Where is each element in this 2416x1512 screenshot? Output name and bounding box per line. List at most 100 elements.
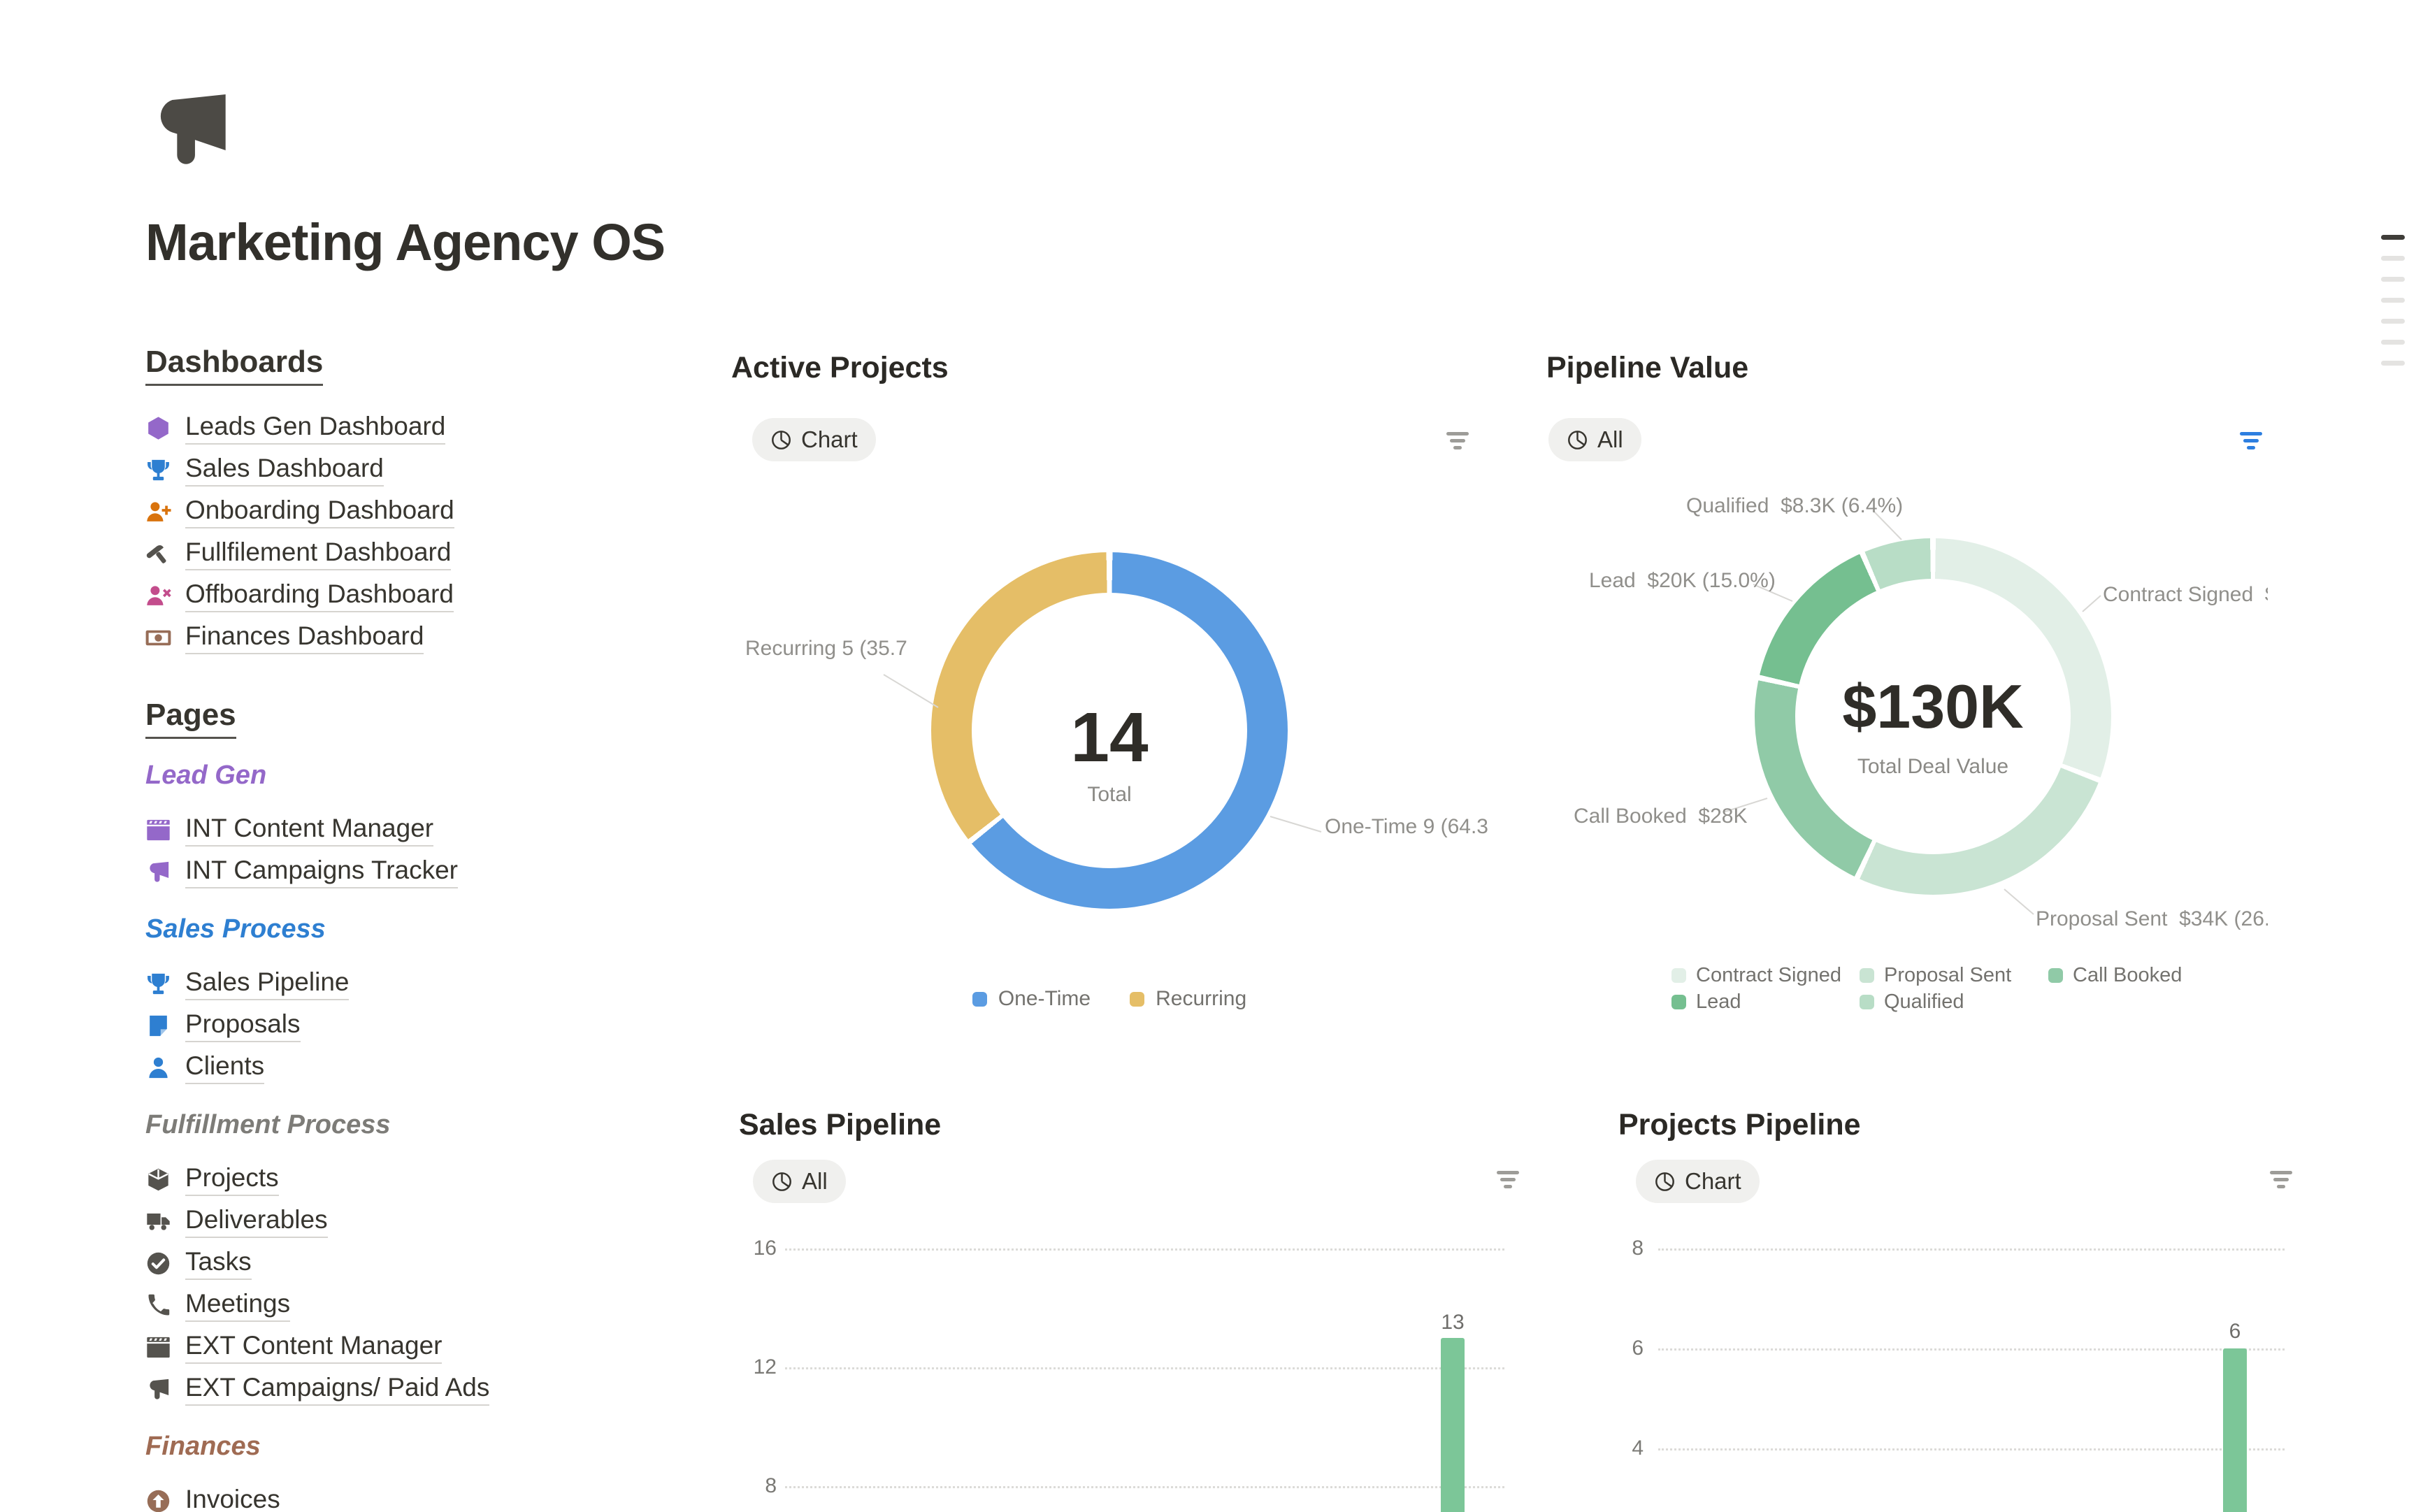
chart-title: Pipeline Value — [1546, 351, 1749, 384]
legend-swatch-contract-signed — [1671, 968, 1686, 983]
phone-icon — [145, 1293, 171, 1318]
sidebar-item-label: Deliverables — [185, 1204, 328, 1238]
chart-title: Projects Pipeline — [1618, 1108, 1861, 1142]
group-title-sales-process: Sales Process — [145, 914, 326, 944]
legend-swatch-one-time — [972, 991, 987, 1007]
donut-total-label: Total Deal Value — [1857, 755, 2009, 778]
sidebar-item-onboarding-dashboard[interactable]: Onboarding Dashboard — [145, 491, 705, 533]
sidebar-item-invoices[interactable]: Invoices — [145, 1480, 705, 1512]
clapperboard-icon — [145, 817, 171, 843]
donut-hole — [1795, 579, 2071, 854]
sidebar-item-finances-dashboard[interactable]: Finances Dashboard — [145, 617, 705, 658]
callout-recurring: Recurring 5 (35.7 — [745, 637, 907, 660]
pie-chart-icon — [1655, 1172, 1674, 1191]
filter-icon-active[interactable] — [2239, 432, 2263, 452]
filter-icon[interactable] — [1446, 432, 1469, 452]
pie-chart-icon — [1568, 430, 1587, 449]
pipeline-value-donut[interactable]: $130K Total Deal Value — [1755, 538, 2111, 895]
sidebar-item-sales-dashboard[interactable]: Sales Dashboard — [145, 449, 705, 491]
legend-item: One-Time — [972, 987, 1091, 1011]
sidebar-item-ext-campaigns-paid-ads[interactable]: EXT Campaigns/ Paid Ads — [145, 1368, 705, 1410]
dashboards-heading[interactable]: Dashboards — [145, 345, 324, 386]
sidebar-item-offboarding-dashboard[interactable]: Offboarding Dashboard — [145, 575, 705, 617]
sidebar-item-proposals[interactable]: Proposals — [145, 1005, 705, 1046]
page-title[interactable]: Marketing Agency OS — [145, 213, 666, 271]
y-axis-tick: 4 — [1632, 1437, 1644, 1460]
chart-legend: One-Time Recurring — [731, 987, 1488, 1011]
hexagon-icon — [145, 415, 171, 441]
hammer-icon — [145, 541, 171, 567]
bar-13[interactable] — [1441, 1338, 1465, 1512]
group-finances: Finances Invoices — [145, 1431, 705, 1512]
sidebar-item-label: Finances Dashboard — [185, 621, 424, 654]
pages-heading[interactable]: Pages — [145, 698, 236, 739]
gridline — [1658, 1248, 2285, 1251]
person-remove-icon — [145, 583, 171, 609]
chart-title: Active Projects — [731, 351, 949, 384]
chart-view-chip[interactable]: All — [1548, 418, 1641, 461]
sidebar-item-tasks[interactable]: Tasks — [145, 1242, 705, 1284]
active-projects-donut[interactable]: 14 Total — [931, 552, 1288, 909]
donut-hole — [972, 593, 1247, 868]
person-add-icon — [145, 499, 171, 525]
callout-contract-signed: Contract Signed $40K (30.8%) — [2103, 583, 2268, 606]
callout-one-time: One-Time 9 (64.3 — [1325, 815, 1488, 838]
person-icon — [145, 1055, 171, 1081]
sidebar: Marketing Agency OS Dashboards Leads Gen… — [145, 92, 705, 1512]
legend-item: Recurring — [1130, 987, 1246, 1011]
sidebar-item-fullfilement-dashboard[interactable]: Fullfilement Dashboard — [145, 533, 705, 575]
gridline — [1658, 1448, 2285, 1450]
y-axis-tick: 8 — [1632, 1237, 1644, 1260]
sidebar-item-label: Invoices — [185, 1484, 280, 1512]
sidebar-item-label: Fullfilement Dashboard — [185, 537, 452, 570]
bar-value-label: 6 — [2229, 1320, 2241, 1343]
y-axis-tick: 16 — [753, 1237, 777, 1260]
sidebar-item-label: Clients — [185, 1051, 265, 1084]
legend-swatch-qualified — [1860, 995, 1874, 1009]
group-lead-gen: Lead Gen INT Content Manager INT Campaig… — [145, 760, 705, 893]
pie-chart-icon — [772, 430, 791, 449]
sidebar-item-leads-gen-dashboard[interactable]: Leads Gen Dashboard — [145, 407, 705, 449]
sidebar-item-clients[interactable]: Clients — [145, 1046, 705, 1088]
document-icon — [145, 1013, 171, 1039]
megaphone-logo-icon — [160, 94, 226, 164]
gridline — [785, 1486, 1504, 1488]
sidebar-item-deliverables[interactable]: Deliverables — [145, 1200, 705, 1242]
legend-item: Proposal Sent — [1860, 964, 2011, 987]
y-axis-tick: 12 — [753, 1355, 777, 1378]
y-axis-tick: 6 — [1632, 1337, 1644, 1360]
callout-qualified: Qualified $8.3K (6.4%) — [1686, 494, 1904, 517]
sales-pipeline-chart-card: Sales Pipeline All 16 12 8 13 — [739, 1107, 1522, 1512]
legend-item: Qualified — [1860, 991, 1964, 1014]
sidebar-item-int-campaigns-tracker[interactable]: INT Campaigns Tracker — [145, 851, 705, 893]
filter-icon[interactable] — [2269, 1171, 2293, 1190]
sidebar-item-label: Sales Dashboard — [185, 453, 384, 487]
sidebar-item-label: EXT Campaigns/ Paid Ads — [185, 1372, 490, 1406]
donut-total-value: 14 — [1070, 698, 1149, 777]
sidebar-item-sales-pipeline[interactable]: Sales Pipeline — [145, 963, 705, 1005]
group-title-finances: Finances — [145, 1432, 261, 1461]
chart-view-chip[interactable]: Chart — [752, 418, 876, 461]
chart-view-chip[interactable]: All — [753, 1160, 846, 1203]
sidebar-item-label: Projects — [185, 1162, 279, 1196]
sidebar-item-meetings[interactable]: Meetings — [145, 1284, 705, 1326]
filter-icon[interactable] — [1496, 1171, 1520, 1190]
projects-pipeline-chart-card: Projects Pipeline Chart 8 6 4 6 — [1618, 1107, 2352, 1512]
group-title-fulfillment-process: Fulfillment Process — [145, 1110, 391, 1139]
group-fulfillment-process: Fulfillment Process Projects Deliverable… — [145, 1109, 705, 1410]
box-icon — [145, 1167, 171, 1193]
sidebar-item-int-content-manager[interactable]: INT Content Manager — [145, 809, 705, 851]
megaphone-icon — [145, 859, 171, 885]
pie-chart-icon — [772, 1172, 791, 1191]
active-projects-chart-card: Active Projects Chart 14 Total Recurring… — [731, 350, 1514, 1021]
legend-swatch-recurring — [1130, 991, 1145, 1007]
chart-title: Sales Pipeline — [739, 1108, 942, 1142]
trophy-icon — [145, 457, 171, 483]
sidebar-item-projects[interactable]: Projects — [145, 1158, 705, 1200]
callout-lead: Lead $20K (15.0%) — [1589, 569, 1776, 592]
chart-view-chip[interactable]: Chart — [1636, 1160, 1760, 1203]
donut-total-value: $130K — [1842, 672, 2024, 741]
legend-item: Contract Signed — [1671, 964, 1841, 987]
bar-6[interactable] — [2223, 1348, 2247, 1512]
sidebar-item-ext-content-manager[interactable]: EXT Content Manager — [145, 1326, 705, 1368]
